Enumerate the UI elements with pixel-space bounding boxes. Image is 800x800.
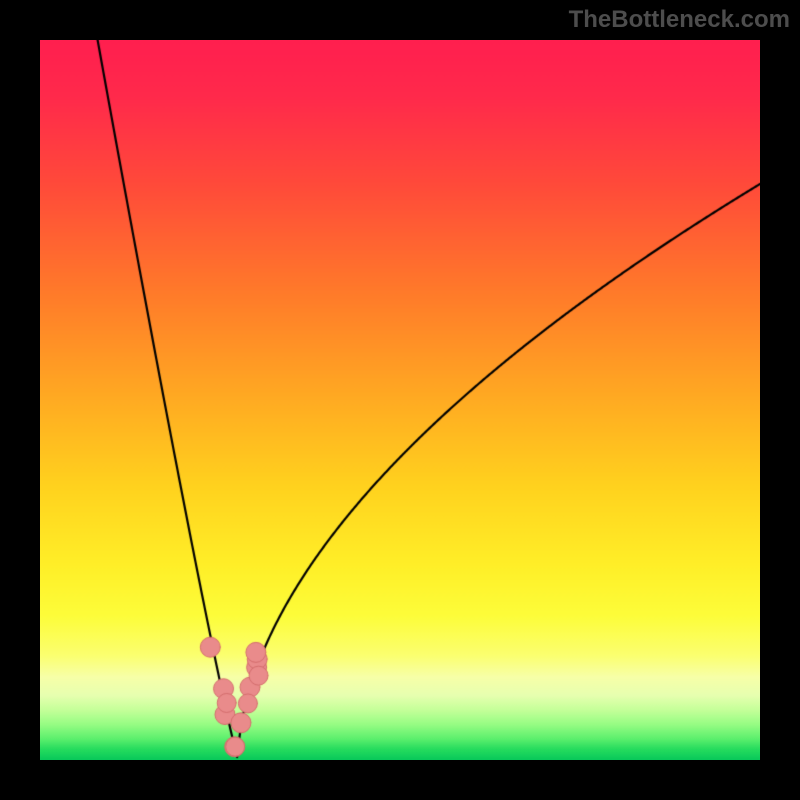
- chart-stage: TheBottleneck.com: [0, 0, 800, 800]
- watermark-text: TheBottleneck.com: [569, 6, 790, 34]
- bottleneck-curve-canvas: [40, 40, 760, 760]
